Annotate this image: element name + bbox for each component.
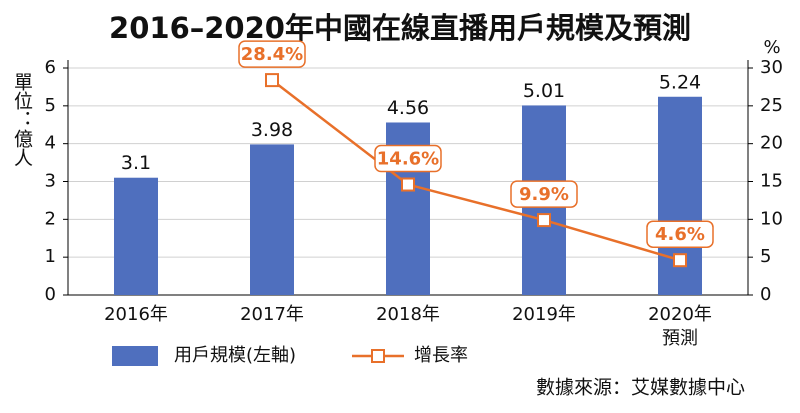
y-tick-label: 0 [45, 284, 56, 305]
y2-tick-label: 10 [760, 208, 783, 229]
x-tick-label: 2018年 [376, 304, 440, 325]
chart-title: 2016–2020年中國在線直播用戶規模及預測 [109, 11, 691, 45]
bar [250, 144, 294, 295]
y-tick-label: 3 [45, 171, 56, 192]
legend-label: 增長率 [414, 345, 468, 366]
label-box [238, 40, 306, 68]
line-marker [673, 253, 687, 268]
bar-value-label: 3.98 [251, 119, 293, 141]
legend-label: 用戶規模(左軸) [174, 345, 296, 366]
line-marker [401, 177, 415, 192]
line-value-label: 14.6% [377, 149, 439, 170]
y2-tick-label: 25 [760, 95, 783, 116]
y2-tick-label: 30 [760, 57, 783, 78]
y2-axis-label: % [763, 37, 780, 58]
bar [114, 177, 158, 295]
label-box [510, 180, 578, 208]
x-tick-label: 2017年 [240, 304, 304, 325]
line [271, 79, 681, 262]
line-value-label: 9.9% [519, 184, 569, 205]
y2-tick-label: 20 [760, 133, 783, 154]
y2-tick-label: 5 [760, 246, 771, 267]
x-tick-label: 2020年預測 [648, 304, 712, 349]
bar-value-label: 4.56 [387, 97, 429, 119]
source: 數據來源：艾媒數據中心 [536, 377, 745, 399]
y2-tick-label: 0 [760, 284, 771, 305]
line-marker [537, 213, 551, 228]
label-box [374, 144, 442, 173]
x-tick-label: 2016年 [104, 304, 168, 325]
y-tick-label: 4 [45, 133, 56, 154]
y2-tick-label: 15 [760, 171, 783, 192]
y-tick-label: 1 [45, 246, 56, 267]
legend-swatch [112, 346, 158, 366]
label-box [646, 220, 714, 248]
bar-value-label: 5.01 [523, 80, 565, 102]
x-tick-label: 2019年 [512, 304, 576, 325]
bar-value-label: 3.1 [121, 152, 151, 174]
y-tick-label: 6 [45, 57, 56, 78]
line-marker [265, 73, 279, 88]
y-tick-label: 2 [45, 208, 56, 229]
bar-value-label: 5.24 [659, 71, 701, 93]
line-value-label: 4.6% [655, 224, 705, 245]
line-value-label: 28.4% [241, 44, 303, 65]
legend-swatch [371, 349, 385, 363]
y-axis-label: 單位：億人 [11, 72, 33, 167]
y-tick-label: 5 [45, 95, 56, 116]
